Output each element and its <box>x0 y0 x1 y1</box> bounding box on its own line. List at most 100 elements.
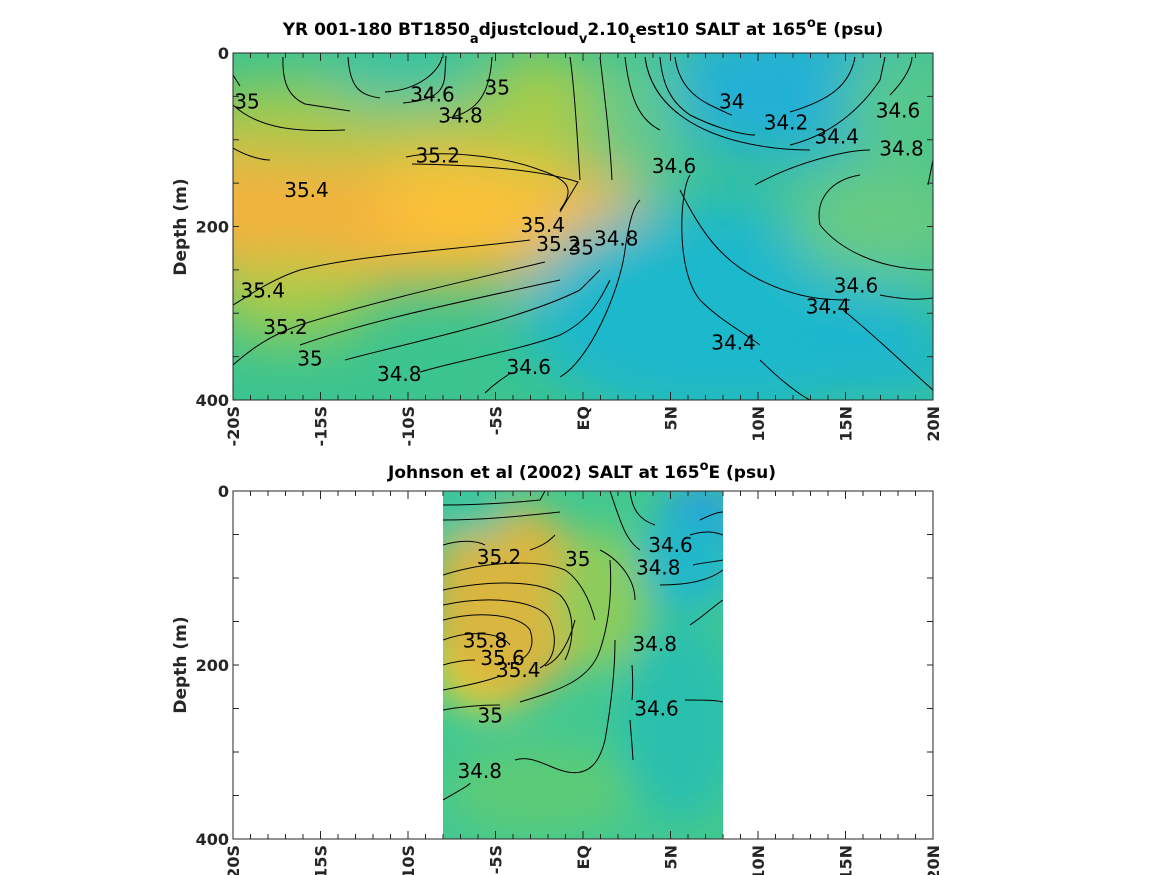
bottom-x-ticks: -20S -15S -10S -5S EQ 5N 10N 15N 20N <box>224 491 943 875</box>
top-contour-label: 35 <box>234 90 259 114</box>
top-contour-line <box>789 56 856 113</box>
top-contour-line <box>889 56 913 96</box>
bottom-x-tick-label: 20N <box>924 845 943 875</box>
bottom-contour-line <box>689 531 723 536</box>
bottom-contour-label: 35 <box>478 703 503 727</box>
top-contour-line <box>344 269 601 361</box>
top-contour-line <box>879 294 933 300</box>
bottom-y-tick-label: 200 <box>196 656 229 675</box>
top-contour-line <box>347 56 381 99</box>
top-contour-line <box>818 174 861 226</box>
top-contour-label: 35.2 <box>263 315 308 339</box>
bottom-panel: Johnson et al (2002) SALT at 165oE (psu) <box>171 459 943 875</box>
bottom-x-tick-label: -10S <box>399 845 418 875</box>
bottom-contour-line <box>443 511 561 521</box>
top-contour-line <box>842 309 933 391</box>
top-contour-label: 34.6 <box>652 154 697 178</box>
bottom-panel-title: Johnson et al (2002) SALT at 165oE (psu) <box>387 459 776 483</box>
top-contour-label: 34.4 <box>814 124 859 148</box>
top-contour-line <box>447 56 493 119</box>
top-contour-line <box>299 279 561 346</box>
bottom-contour-line <box>443 675 501 691</box>
top-contour-line <box>569 56 581 181</box>
bottom-contour-label: 35 <box>565 547 590 571</box>
bottom-x-tick-label: EQ <box>574 845 593 870</box>
bottom-contour-label: 35.8 <box>463 629 508 653</box>
top-contour-line <box>405 153 569 211</box>
top-contour-label: 35.4 <box>240 279 285 303</box>
top-contour-label: 34.6 <box>506 355 551 379</box>
bottom-contour-label: 35.4 <box>496 658 541 682</box>
top-y-tick-label: 200 <box>196 218 229 237</box>
top-contour-line <box>384 56 443 93</box>
top-y-tick-label: 400 <box>196 391 229 410</box>
top-x-tick-label: 20N <box>924 406 943 442</box>
bottom-contour-line <box>443 704 501 711</box>
top-contour-line <box>819 224 933 271</box>
top-y-axis-label: Depth (m) <box>171 178 191 275</box>
top-contour-label: 35.2 <box>536 232 581 256</box>
bottom-y-tick-label: 400 <box>196 830 229 849</box>
top-y-tick-label: 0 <box>218 44 229 63</box>
bottom-contour-line <box>519 559 612 703</box>
top-contour-label: 35.4 <box>284 178 329 202</box>
bottom-x-tick-label: 15N <box>837 845 856 875</box>
top-contour-label: 34.8 <box>879 136 924 160</box>
bottom-contour-line <box>443 614 533 661</box>
top-contour-line <box>674 56 733 116</box>
top-contour-label: 34.4 <box>711 331 756 355</box>
top-contour-label: 34.6 <box>834 273 879 297</box>
top-contour-line <box>681 174 761 346</box>
bottom-contour-label: 34.8 <box>632 632 677 656</box>
top-x-tick-label: 15N <box>837 406 856 442</box>
top-contour-label: 34.8 <box>594 227 639 251</box>
top-x-tick-label: -20S <box>224 406 243 446</box>
top-contour-label: 34.8 <box>438 103 483 127</box>
bottom-contour-line <box>443 782 471 801</box>
top-contour-line <box>419 279 611 373</box>
bottom-contour-line <box>631 664 634 701</box>
top-x-tick-label: 5N <box>662 406 681 431</box>
bottom-contour-line <box>443 562 596 621</box>
top-x-tick-label: -5S <box>487 406 506 435</box>
top-contour-label: 34.4 <box>806 294 851 318</box>
bottom-x-tick-label: 5N <box>662 845 681 870</box>
top-x-tick-label: 10N <box>749 406 768 442</box>
bottom-contour-line <box>544 619 576 667</box>
top-contour-line <box>559 199 641 378</box>
top-contour-line <box>233 261 546 366</box>
bottom-contour-line <box>659 569 723 586</box>
top-contour-line <box>484 372 511 394</box>
top-panel: YR 001-180 BT1850adjustcloudv2.10test10 … <box>171 16 943 446</box>
bottom-contour-line <box>599 549 636 601</box>
top-contour-line <box>754 149 871 186</box>
top-contour-labels: 34.634.835.235.435353434.234.434.634.834… <box>234 76 923 386</box>
bottom-x-tick-label: -5S <box>487 845 506 874</box>
top-contour-line <box>759 359 811 400</box>
bottom-x-tick-label: -15S <box>312 845 331 875</box>
top-x-tick-label: EQ <box>574 406 593 431</box>
top-contour-line <box>233 104 346 132</box>
bottom-contour-line <box>684 699 723 703</box>
top-x-tick-label: -15S <box>312 406 331 446</box>
bottom-x-tick-label: 10N <box>749 845 768 875</box>
top-contour-label: 34.6 <box>876 98 921 122</box>
bottom-contour-label: 35.6 <box>480 646 525 670</box>
bottom-y-ticks: 0 200 400 <box>196 482 933 849</box>
top-contour-line <box>233 74 241 87</box>
bottom-contour-label: 34.8 <box>636 556 681 580</box>
bottom-contour-line <box>514 639 616 774</box>
bottom-contour-label: 35.2 <box>477 545 522 569</box>
top-contour-label: 34.8 <box>377 362 422 386</box>
top-contour-line <box>233 147 271 161</box>
top-contour-line <box>659 56 756 136</box>
bottom-contour-line <box>609 491 641 551</box>
top-contour-line <box>789 56 886 146</box>
top-contour-label: 34 <box>719 90 744 114</box>
bottom-y-tick-label: 0 <box>218 482 229 501</box>
top-y-ticks: 0 200 400 <box>196 44 933 410</box>
top-contour-label: 35 <box>297 346 322 370</box>
top-contour-lines <box>233 55 933 400</box>
